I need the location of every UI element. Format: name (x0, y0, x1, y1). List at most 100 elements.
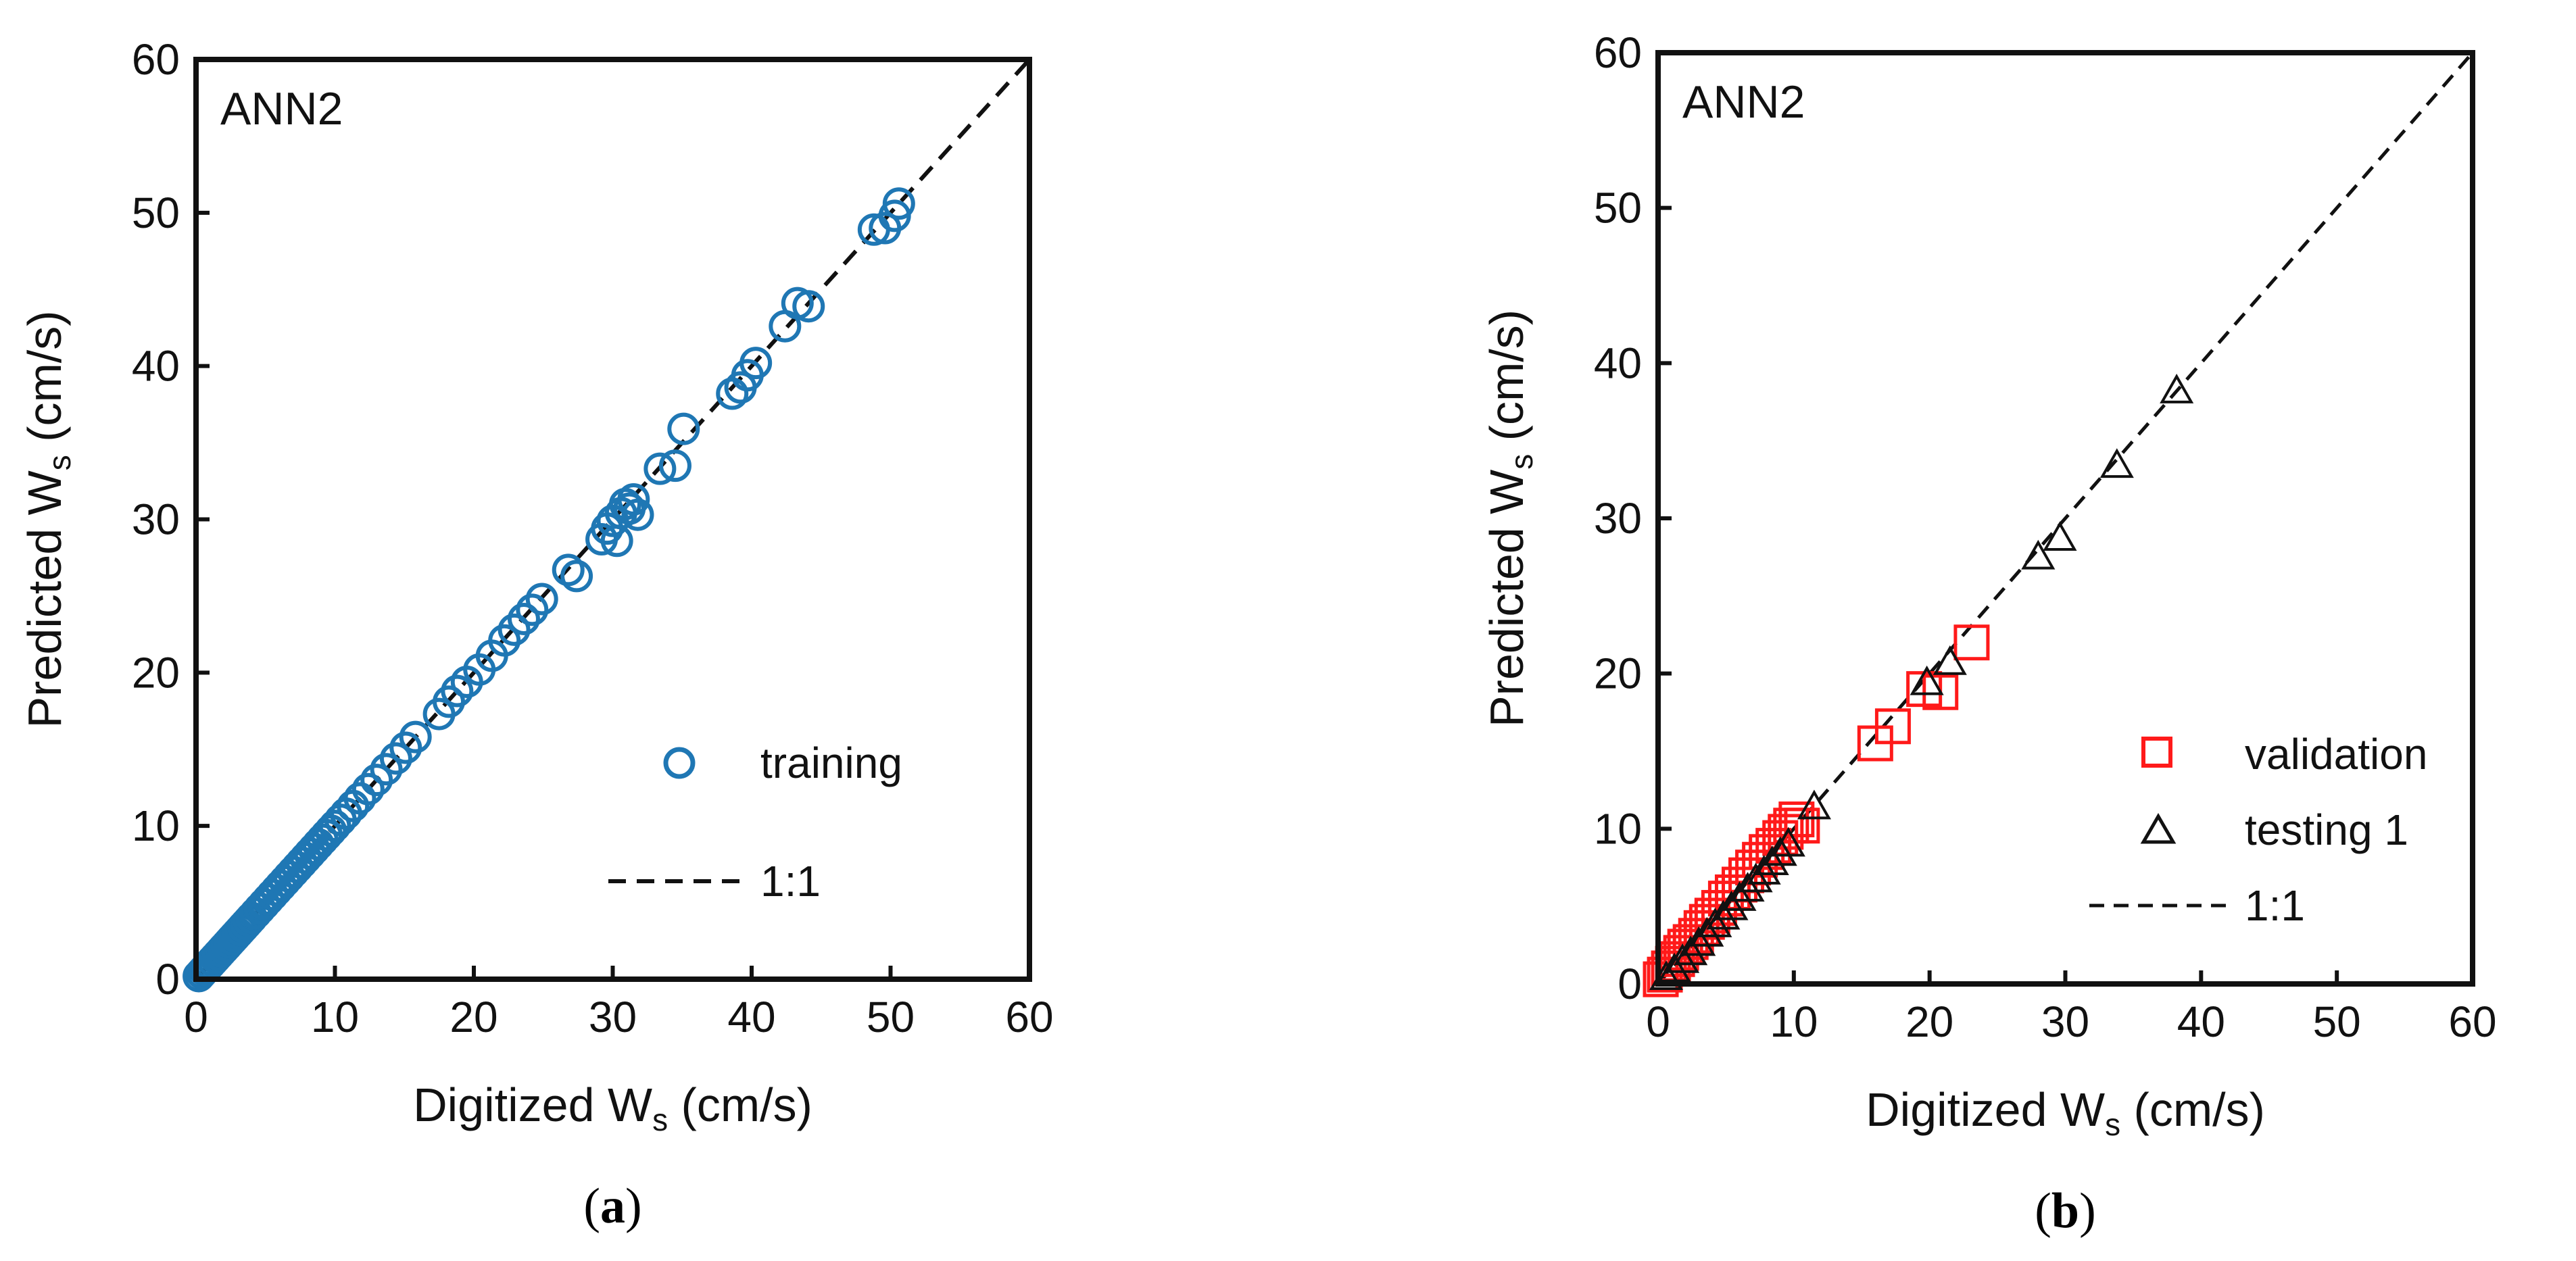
testing-point (1698, 908, 1732, 937)
training-point (389, 731, 422, 764)
a-caption: (a) (583, 1179, 641, 1234)
training-point (525, 583, 558, 616)
validation-point (1778, 801, 1815, 838)
testing-point (1690, 916, 1724, 947)
y-tick-label: 30 (132, 495, 180, 544)
testing-point (1910, 665, 1944, 695)
x-tick-label: 20 (449, 993, 497, 1041)
x-tick-label: 40 (727, 993, 775, 1041)
y-tick-label: 50 (1594, 184, 1642, 232)
training-point (621, 498, 654, 531)
testing-point (1797, 789, 1832, 820)
training-point (667, 412, 700, 445)
x-tick-label: 60 (1005, 993, 1053, 1041)
training-point (507, 602, 540, 635)
y-tick-label: 10 (1594, 804, 1642, 853)
b-plot-frame (1655, 50, 2475, 987)
b-legend-testing-label: testing 1 (2245, 806, 2408, 854)
x-tick-label: 10 (311, 993, 359, 1041)
testing-point (1747, 855, 1781, 885)
b-legend-validation-label: validation (2245, 730, 2427, 778)
training-point (370, 753, 403, 786)
training-point (792, 290, 825, 323)
a-legend: training 1:1 (608, 739, 902, 906)
y-tick-label: 60 (132, 35, 180, 84)
training-point (441, 674, 474, 708)
y-tick-label: 30 (1594, 494, 1642, 543)
a-x-axis-title: Digitized Ws (cm/s) (413, 1079, 812, 1137)
b-panel-label: ANN2 (1682, 76, 1805, 128)
validation-point (1953, 624, 1990, 661)
b-data-points (1643, 374, 2194, 997)
x-tick-label: 50 (2313, 997, 2361, 1046)
validation-point (1922, 674, 1959, 710)
x-tick-label: 10 (1770, 997, 1818, 1046)
x-tick-label: 60 (2448, 997, 2496, 1046)
y-tick-label: 40 (132, 342, 180, 391)
b-reference-line (1657, 51, 2474, 985)
training-point (617, 483, 650, 516)
a-legend-training-marker (663, 747, 696, 779)
testing-point (2160, 374, 2194, 403)
y-tick-label: 0 (1618, 960, 1642, 1008)
y-tick-label: 10 (132, 801, 180, 850)
training-point (516, 593, 549, 626)
training-point (882, 187, 915, 220)
testing-point (1706, 899, 1741, 930)
validation-point (1784, 808, 1820, 844)
x-tick-label: 30 (589, 993, 637, 1041)
a-panel-label: ANN2 (220, 83, 343, 134)
b-legend-validation-marker (2141, 737, 2172, 768)
y-tick-label: 50 (132, 189, 180, 237)
testing-point (1739, 862, 1773, 893)
y-tick-label: 20 (132, 648, 180, 697)
a-plot-frame (193, 57, 1032, 982)
panel-b-chart: 0 10 20 30 40 50 60 0 10 20 30 40 50 60 ANN2 validati… (1480, 28, 2497, 1239)
testing-point (1674, 935, 1708, 966)
testing-point (1714, 890, 1749, 920)
x-tick-label: 0 (184, 993, 208, 1041)
testing-point (2021, 539, 2056, 570)
training-point (399, 720, 432, 753)
training-point (739, 347, 773, 380)
training-point (351, 772, 385, 806)
testing-point (2043, 521, 2077, 551)
b-y-axis-title: Predicted Ws (cm/s) (1480, 310, 1539, 727)
training-point (343, 782, 376, 815)
a-ticks: 0 10 20 30 40 50 60 0 10 20 30 40 50 60 (132, 35, 1054, 1041)
testing-point (1755, 845, 1789, 876)
testing-point (2099, 448, 2134, 478)
y-tick-label: 20 (1594, 649, 1642, 698)
a-legend-training-label: training (760, 739, 902, 787)
x-tick-label: 30 (2041, 997, 2089, 1046)
validation-point (1707, 881, 1744, 917)
x-tick-label: 40 (2177, 997, 2225, 1046)
training-point (360, 764, 393, 797)
validation-point (1749, 834, 1785, 870)
b-ticks: 0 10 20 30 40 50 60 0 10 20 30 40 50 60 (1594, 28, 2497, 1046)
training-point (560, 560, 593, 593)
x-tick-label: 50 (867, 993, 915, 1041)
training-point (643, 452, 677, 485)
validation-point (1742, 841, 1778, 878)
testing-point (1730, 872, 1765, 902)
testing-point (1682, 926, 1716, 956)
a-data-points (183, 187, 915, 993)
panel-a-chart: 0 10 20 30 40 50 60 0 10 20 30 40 50 60 ANN2 training… (18, 35, 1054, 1234)
b-x-axis-title: Digitized Ws (cm/s) (1866, 1083, 2265, 1142)
training-point (497, 613, 531, 646)
x-tick-label: 20 (1905, 997, 1953, 1046)
testing-point (1771, 826, 1805, 857)
testing-point (1722, 881, 1757, 911)
training-point (658, 449, 691, 483)
y-tick-label: 40 (1594, 339, 1642, 387)
training-point (552, 553, 585, 587)
testing-point (1763, 836, 1797, 866)
validation-point (1874, 708, 1911, 745)
y-tick-label: 60 (1594, 28, 1642, 77)
testing-point (1666, 943, 1700, 973)
testing-point (1933, 645, 1967, 675)
b-caption: (b) (2035, 1183, 2095, 1239)
a-y-axis-title: Predicted Ws (cm/s) (18, 310, 77, 728)
a-legend-reference-label: 1:1 (760, 857, 821, 906)
